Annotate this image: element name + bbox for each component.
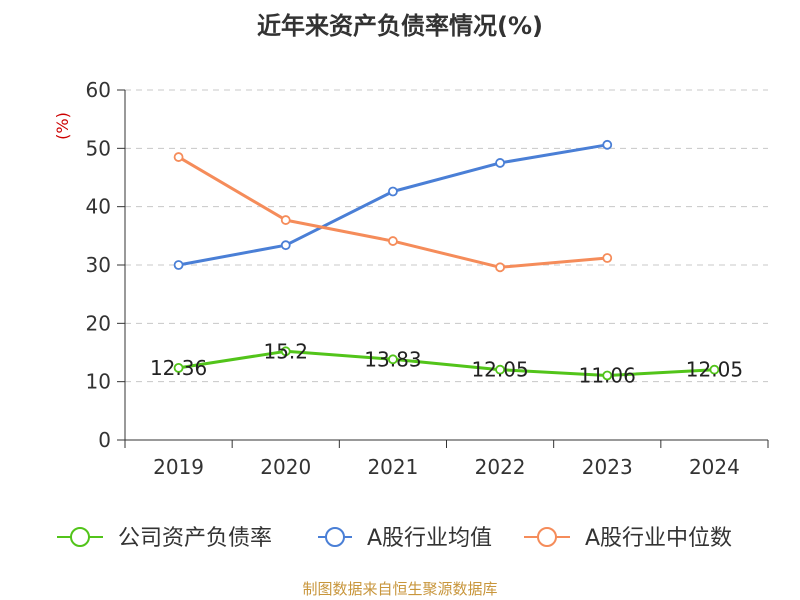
data-label: 12.36: [150, 356, 207, 380]
data-point: [602, 370, 613, 381]
x-tick-label: 2019: [153, 455, 204, 479]
legend-item: A股行业中位数: [524, 526, 732, 551]
legend-label: A股行业中位数: [585, 526, 732, 551]
data-point: [602, 139, 613, 150]
legend: 公司资产负债率 A股行业均值 A股行业中位数: [57, 526, 732, 551]
data-point: [388, 354, 398, 365]
series-layer: 12.36 15.2 13.83 12.05 11.06 12.05: [150, 139, 743, 387]
y-tick-label: 0: [98, 428, 111, 452]
data-label: 15.2: [263, 339, 308, 363]
legend-label: 公司资产负债率: [118, 526, 272, 551]
chart-title: 近年来资产负债率情况(%): [257, 12, 543, 40]
y-tick-label: 60: [86, 78, 111, 102]
y-tick-label: 10: [86, 370, 111, 394]
data-label: 13.83: [364, 347, 421, 371]
y-tick-label: 50: [86, 136, 111, 160]
data-point: [388, 186, 398, 197]
legend-label: A股行业均值: [367, 526, 492, 551]
data-point: [173, 362, 184, 373]
data-label: 12.05: [686, 358, 743, 382]
legend-marker: [70, 527, 90, 547]
series-line: [177, 143, 609, 267]
y-tick-label: 30: [86, 253, 111, 277]
x-tick-label: 2022: [475, 455, 526, 479]
data-point: [495, 158, 505, 168]
data-point: [173, 152, 184, 162]
x-tick-label: 2021: [367, 455, 418, 479]
series-line: [177, 155, 609, 269]
y-axis-unit: (%): [53, 112, 72, 140]
series-line: [177, 349, 716, 377]
series-1: 12.36 15.2 13.83 12.05 11.06 12.05: [150, 339, 743, 387]
x-tick-label: 2024: [689, 455, 740, 479]
y-tick-label: 40: [86, 195, 111, 219]
data-point: [495, 262, 505, 273]
data-point: [280, 240, 291, 251]
data-point: [709, 364, 720, 375]
x-tick-label: 2020: [260, 455, 311, 479]
legend-item: 公司资产负债率: [57, 526, 272, 551]
y-tick-label: 20: [86, 311, 111, 335]
data-label: 11.06: [579, 363, 636, 387]
legend-marker: [537, 527, 557, 547]
data-point: [173, 260, 184, 270]
axes: 0 10 20 30 40 50 60 2019 2020 2021 2022 2023 2024: [86, 78, 769, 479]
series-3: [173, 152, 613, 273]
gridlines: [125, 89, 768, 383]
data-point: [602, 253, 613, 263]
data-point: [280, 215, 291, 225]
data-point: [280, 346, 291, 357]
source-note: 制图数据来自恒生聚源数据库: [302, 580, 497, 598]
data-point: [495, 364, 505, 375]
x-tick-label: 2023: [582, 455, 633, 479]
data-label: 12.05: [471, 358, 528, 382]
series-2: [173, 139, 613, 270]
data-point: [388, 236, 398, 246]
legend-marker: [325, 527, 345, 547]
legend-item: A股行业均值: [318, 526, 492, 551]
